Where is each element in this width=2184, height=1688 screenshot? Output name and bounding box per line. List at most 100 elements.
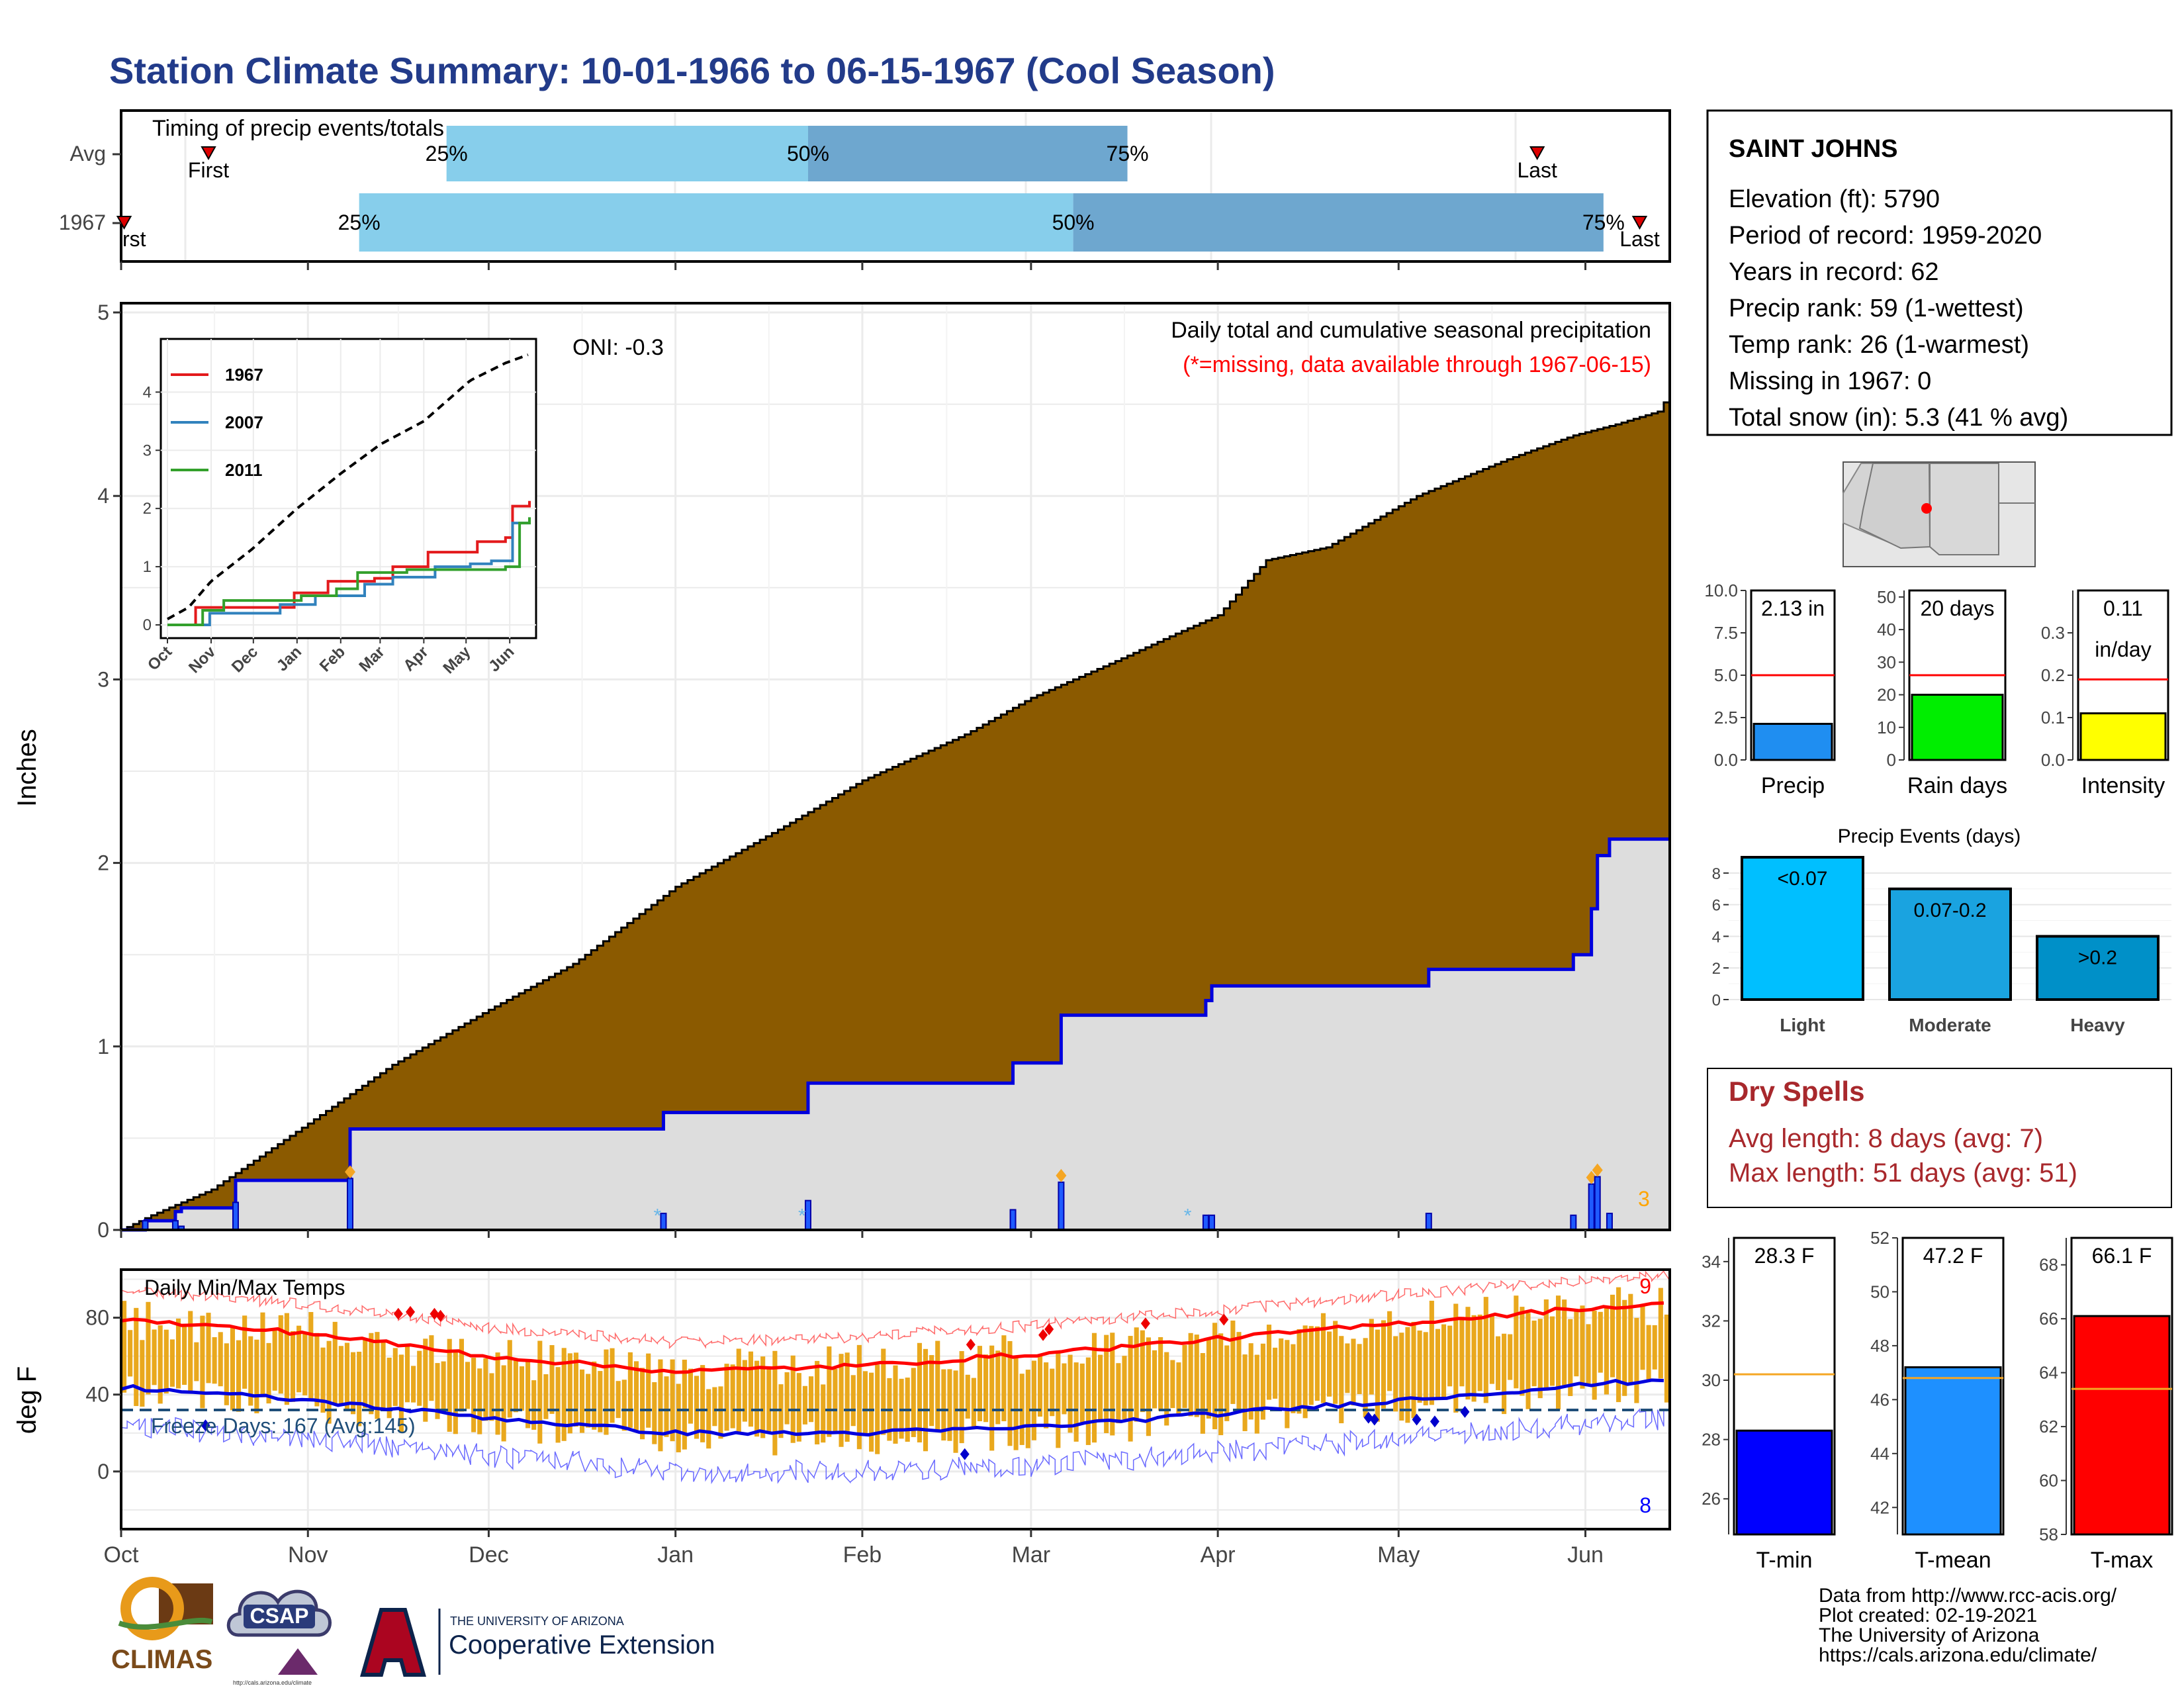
inset-ytick-label: 0 (143, 616, 152, 634)
gauge-ytick-label: 2.5 (1714, 708, 1738, 727)
gauge-label: T-mean (1915, 1548, 1991, 1573)
daily-temp-bar (1562, 1299, 1567, 1385)
daily-temp-bar (694, 1376, 700, 1439)
daily-temp-bar (592, 1361, 597, 1430)
month-label: Apr (1201, 1542, 1236, 1568)
record-high-marker (393, 1307, 403, 1320)
events-ytick-label: 2 (1712, 960, 1721, 978)
daily-temp-bar (1194, 1335, 1199, 1417)
main-ytick-label: 4 (97, 484, 109, 508)
gauge-ytick-label: 5.0 (1714, 665, 1738, 685)
daily-temp-bar (1658, 1288, 1663, 1379)
daily-temp-bar (1146, 1337, 1151, 1436)
daily-temp-bar (1453, 1303, 1459, 1413)
daily-temp-bar (730, 1364, 735, 1429)
daily-temp-bar (1465, 1307, 1471, 1400)
daily-temp-bar (586, 1374, 591, 1428)
daily-temp-bar (875, 1364, 880, 1454)
footer-credits: Data from http://www.rcc-acis.org/ Plot … (1819, 1585, 2117, 1666)
precip-events-chart: Precip Events (days) <0.07 Light 0.07-0.2 M… (1712, 825, 2171, 1035)
gauge-ytick-label: 0 (1887, 750, 1896, 770)
daily-temp-bar (1266, 1325, 1272, 1400)
daily-temp-bar (1158, 1336, 1163, 1411)
daily-temp-bar (1537, 1319, 1543, 1399)
daily-temp-bar (742, 1360, 747, 1422)
daily-temp-bar (827, 1346, 832, 1437)
inset-ytick-label: 2 (143, 500, 152, 518)
daily-temp-bar (1164, 1352, 1169, 1426)
daily-temp-bar (1285, 1340, 1290, 1429)
precip-main-border (120, 302, 1671, 1231)
timing-1967-last-marker (1631, 216, 1648, 230)
heavy-precip-marker (1592, 1163, 1603, 1177)
daily-temp-bar (652, 1382, 657, 1444)
gauge-ytick-label: 60 (2039, 1471, 2058, 1491)
daily-temp-bar (344, 1342, 349, 1409)
daily-temp-bar (1514, 1295, 1519, 1389)
timing-label: 50% (787, 142, 829, 165)
daily-temp-bar (1628, 1293, 1633, 1385)
month-label: Oct (104, 1542, 139, 1568)
daily-temp-bar (1176, 1362, 1181, 1415)
daily-temp-bar (169, 1339, 175, 1387)
station-line: Precip rank: 59 (1-wettest) (1729, 295, 2024, 322)
daily-temp-bar (320, 1347, 326, 1413)
daily-temp-bar (1459, 1317, 1465, 1387)
main-ytick-label: 2 (97, 851, 109, 875)
daily-temp-bar (483, 1358, 488, 1421)
daily-temp-bar (1116, 1363, 1121, 1424)
timing-label: 50% (1052, 211, 1095, 234)
daily-temp-bar (646, 1353, 651, 1428)
daily-temp-bar (1381, 1320, 1387, 1409)
daily-temp-bar (459, 1338, 464, 1412)
daily-temp-bar (953, 1370, 958, 1453)
gauge-label: T-min (1756, 1548, 1813, 1573)
daily-temp-bar (1230, 1320, 1236, 1404)
daily-temp-bar (1411, 1321, 1416, 1419)
station-line: Elevation (ft): 5790 (1729, 185, 1940, 213)
daily-temp-bar (724, 1364, 729, 1431)
ua-line1: THE UNIVERSITY OF ARIZONA (450, 1615, 624, 1628)
daily-temp-bar (1483, 1297, 1488, 1403)
daily-temp-bar (856, 1344, 862, 1450)
daily-temp-bar (712, 1387, 717, 1427)
gauge-value-bar (1752, 722, 1833, 761)
gauge-ytick-label: 26 (1702, 1489, 1721, 1509)
daily-temp-bar (1320, 1313, 1326, 1403)
daily-temp-bar (411, 1366, 416, 1403)
events-ytick-label: 0 (1712, 992, 1721, 1009)
temp-ylabel: deg F (13, 1366, 42, 1434)
footer-line: https://cals.arizona.edu/climate/ (1819, 1644, 2097, 1666)
events-category-label: Moderate (1909, 1015, 1991, 1035)
gauge-ytick-label: 68 (2039, 1255, 2058, 1275)
daily-temp-bar (332, 1321, 338, 1405)
ua-a-icon (360, 1608, 426, 1677)
daily-temp-bar (435, 1363, 440, 1419)
gauge-label: T-max (2091, 1548, 2153, 1573)
precip-main-areas (121, 393, 1671, 1232)
daily-temp-bar (477, 1368, 482, 1434)
daily-temp-bar (929, 1355, 934, 1427)
missing-note: (*=missing, data available through 1967-… (1183, 352, 1651, 377)
daily-temp-bar (218, 1332, 223, 1387)
daily-temp-bar (1031, 1360, 1036, 1440)
daily-temp-bar (796, 1373, 801, 1442)
heavy-precip-marker (1056, 1168, 1067, 1182)
daily-temp-bar (1495, 1336, 1501, 1391)
gauge-value-label: 28.3 F (1754, 1244, 1815, 1268)
daily-temp-bar (1091, 1333, 1097, 1443)
station-frame (1706, 109, 2173, 436)
daily-temp-bar (1405, 1327, 1410, 1423)
daily-temp-bar (1170, 1360, 1175, 1409)
daily-temp-bar (700, 1365, 705, 1442)
daily-temp-bar (350, 1352, 356, 1415)
daily-precip-bar (660, 1213, 667, 1231)
daily-temp-bar (1254, 1354, 1259, 1434)
daily-temp-bar (1574, 1310, 1579, 1377)
daily-temp-bar (266, 1342, 271, 1404)
daily-temp-bar (242, 1315, 248, 1389)
daily-temp-bar (363, 1339, 368, 1408)
daily-temp-bar (1489, 1315, 1494, 1384)
daily-temp-bar (543, 1374, 549, 1419)
